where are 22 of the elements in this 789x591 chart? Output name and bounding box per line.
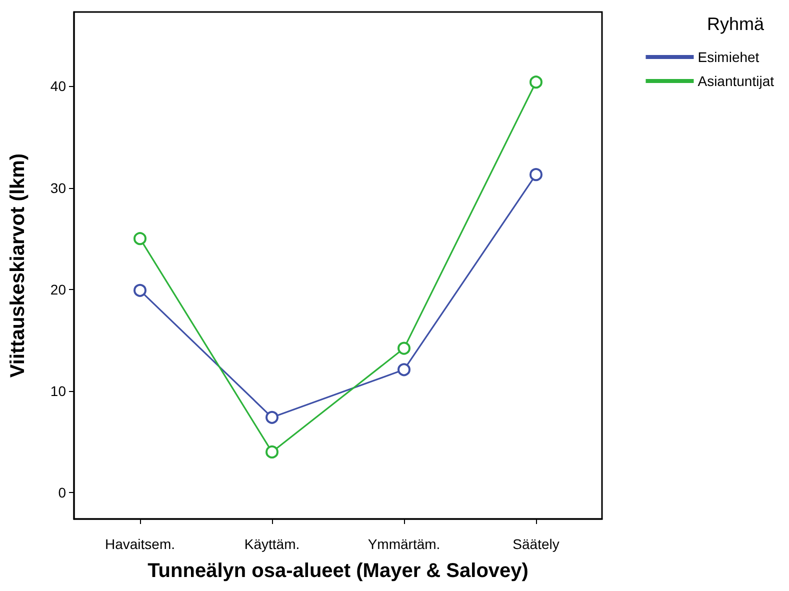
y-axis-title: Viittauskeskiarvot (lkm) <box>7 153 29 378</box>
y-tick-label: 20 <box>50 281 66 298</box>
point <box>398 363 410 376</box>
x-tick-label: Ymmärtäm. <box>368 536 440 552</box>
point <box>530 76 542 89</box>
y-tick-label: 10 <box>50 382 66 399</box>
x-axis-title: Tunneälyn osa-alueet (Mayer & Salovey) <box>148 560 528 582</box>
point <box>398 342 410 355</box>
x-tick-label: Havaitsem. <box>104 536 176 552</box>
x-tick-label: Säätely <box>512 536 560 552</box>
point <box>530 168 542 182</box>
point <box>266 410 278 424</box>
x-tick-label: Käyttäm. <box>244 536 300 552</box>
legend-title: Ryhmä <box>706 14 765 34</box>
point <box>134 284 146 297</box>
point <box>134 232 146 246</box>
y-tick-label: 0 <box>58 484 66 501</box>
y-tick-label: 30 <box>50 180 66 196</box>
legend-label: Esimiehet <box>698 49 760 65</box>
point <box>266 445 278 458</box>
legend-label: Asiantuntijat <box>698 73 774 89</box>
y-tick-label: 40 <box>50 78 66 94</box>
